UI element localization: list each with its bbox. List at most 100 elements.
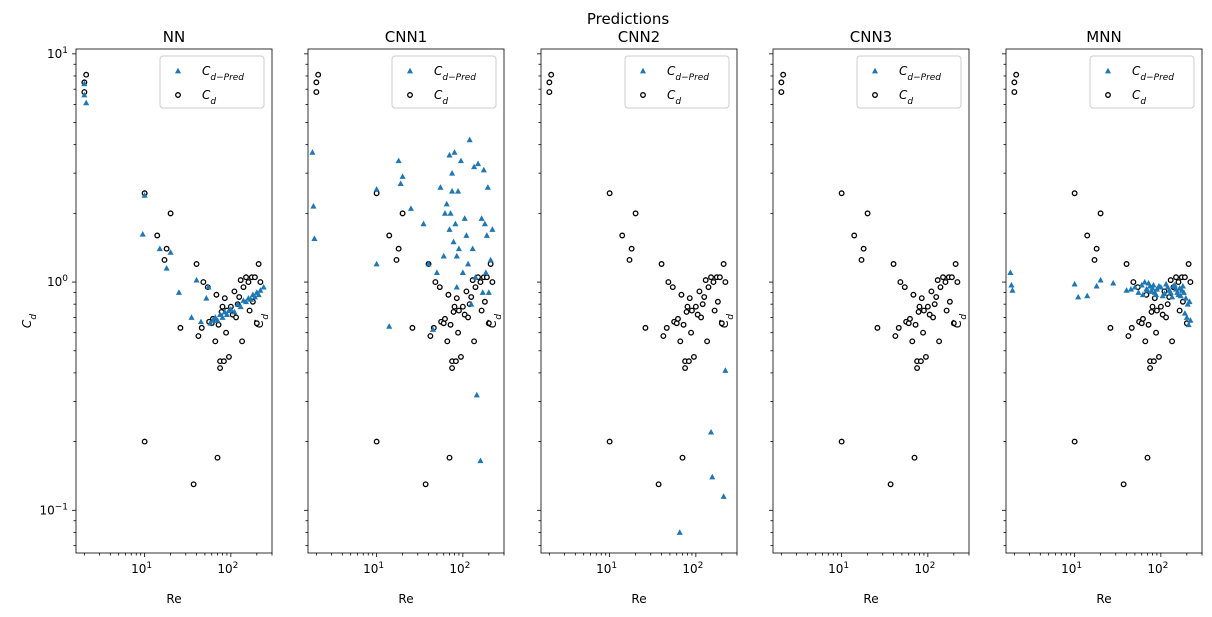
cd-point — [897, 279, 904, 286]
legend-label-sub: d−Pred — [907, 73, 941, 83]
cd-pred-point — [1180, 289, 1187, 295]
cd-pred-point — [203, 294, 210, 301]
cd-pred-point — [1093, 282, 1100, 289]
legend-label-base: C — [1132, 88, 1141, 102]
y-label-base: C — [717, 319, 731, 328]
cd-pred-point — [231, 308, 238, 315]
cd-point — [1148, 308, 1155, 315]
cd-pred-point — [441, 210, 448, 216]
cd-pred-point — [234, 300, 241, 307]
cd-point — [679, 454, 686, 461]
cd-pred-point — [251, 293, 258, 300]
cd-pred-point — [478, 215, 485, 221]
cd-point — [946, 298, 953, 305]
cd-point — [546, 89, 553, 96]
cd-point — [914, 365, 921, 372]
cd-point — [1011, 79, 1018, 86]
cd-pred-point — [468, 300, 475, 307]
cd-pred-point — [386, 323, 393, 329]
cd-point — [1084, 232, 1091, 239]
legend-label-sub: d−Pred — [675, 73, 709, 83]
plot-area — [309, 71, 496, 488]
x-tick-label: 102 — [449, 561, 470, 576]
legend-box — [856, 55, 962, 109]
cd-point — [1128, 324, 1135, 331]
cd-point — [718, 320, 725, 327]
cd-point — [489, 279, 496, 286]
cd-point — [313, 89, 320, 96]
axes-frame — [540, 48, 738, 554]
cd-point — [910, 291, 917, 298]
cd-pred-point — [477, 457, 484, 464]
legend-marker-triangle — [406, 67, 414, 74]
cd-point — [928, 288, 935, 295]
cd-point — [860, 245, 867, 252]
legend-label-sub: d — [210, 97, 216, 107]
cd-pred-point — [399, 173, 406, 179]
cd-pred-point — [1183, 314, 1190, 320]
cd-point — [483, 274, 490, 281]
cd-point — [716, 274, 723, 281]
x-tick-base: 10 — [682, 562, 697, 576]
x-tick-base: 10 — [217, 562, 232, 576]
x-tick-exponent: 2 — [1163, 561, 1169, 571]
x-tick-label: 102 — [914, 561, 935, 576]
y-label-base: C — [252, 319, 266, 328]
cd-point — [696, 288, 703, 295]
x-tick-base: 10 — [914, 562, 929, 576]
cd-pred-point — [1148, 288, 1155, 294]
cd-point — [702, 277, 709, 284]
cd-point — [1157, 303, 1164, 310]
cd-point — [468, 294, 475, 300]
cd-point — [457, 353, 464, 360]
cd-point — [663, 324, 670, 331]
cd-point — [219, 303, 226, 310]
cd-point — [472, 284, 479, 291]
cd-point — [455, 307, 462, 314]
cd-point — [711, 307, 718, 314]
cd-point — [606, 438, 613, 445]
cd-point — [1150, 358, 1157, 365]
cd-point — [892, 333, 899, 340]
cd-pred-point — [395, 157, 402, 164]
cd-point — [223, 329, 230, 336]
cd-point — [83, 71, 90, 78]
cd-point — [141, 438, 148, 445]
cd-point — [924, 303, 931, 310]
x-axis-label: Re — [1096, 592, 1111, 606]
cd-pred-point — [247, 296, 254, 302]
cd-point — [705, 284, 712, 291]
cd-pred-point — [447, 210, 454, 216]
x-tick-exponent: 1 — [611, 561, 617, 571]
cd-point — [933, 294, 940, 300]
cd-pred-point — [1179, 282, 1186, 289]
cd-point — [154, 232, 161, 239]
cd-pred-point — [397, 180, 404, 187]
x-tick-label: 101 — [1061, 561, 1082, 576]
cd-pred-point — [473, 391, 480, 398]
cd-point — [450, 308, 457, 315]
cd-point — [838, 190, 845, 197]
x-tick-exponent: 1 — [1076, 561, 1082, 571]
cd-point — [780, 71, 787, 78]
x-tick-base: 10 — [1061, 562, 1076, 576]
cd-pred-point — [471, 163, 478, 170]
y-tick-exponent: 0 — [62, 274, 68, 284]
cd-point — [660, 333, 667, 340]
cd-point — [452, 358, 459, 365]
legend-label: Cd−Pred — [899, 64, 941, 83]
cd-pred-point — [1149, 285, 1156, 291]
cd-pred-point — [437, 184, 444, 190]
cd-point — [887, 481, 894, 488]
cd-point — [200, 279, 207, 286]
cd-point — [395, 245, 402, 252]
cd-point — [874, 324, 881, 331]
x-tick-exponent: 2 — [930, 561, 936, 571]
cd-point — [253, 320, 260, 327]
cd-pred-point — [465, 260, 472, 267]
cd-point — [1187, 279, 1194, 286]
cd-point — [655, 481, 662, 488]
